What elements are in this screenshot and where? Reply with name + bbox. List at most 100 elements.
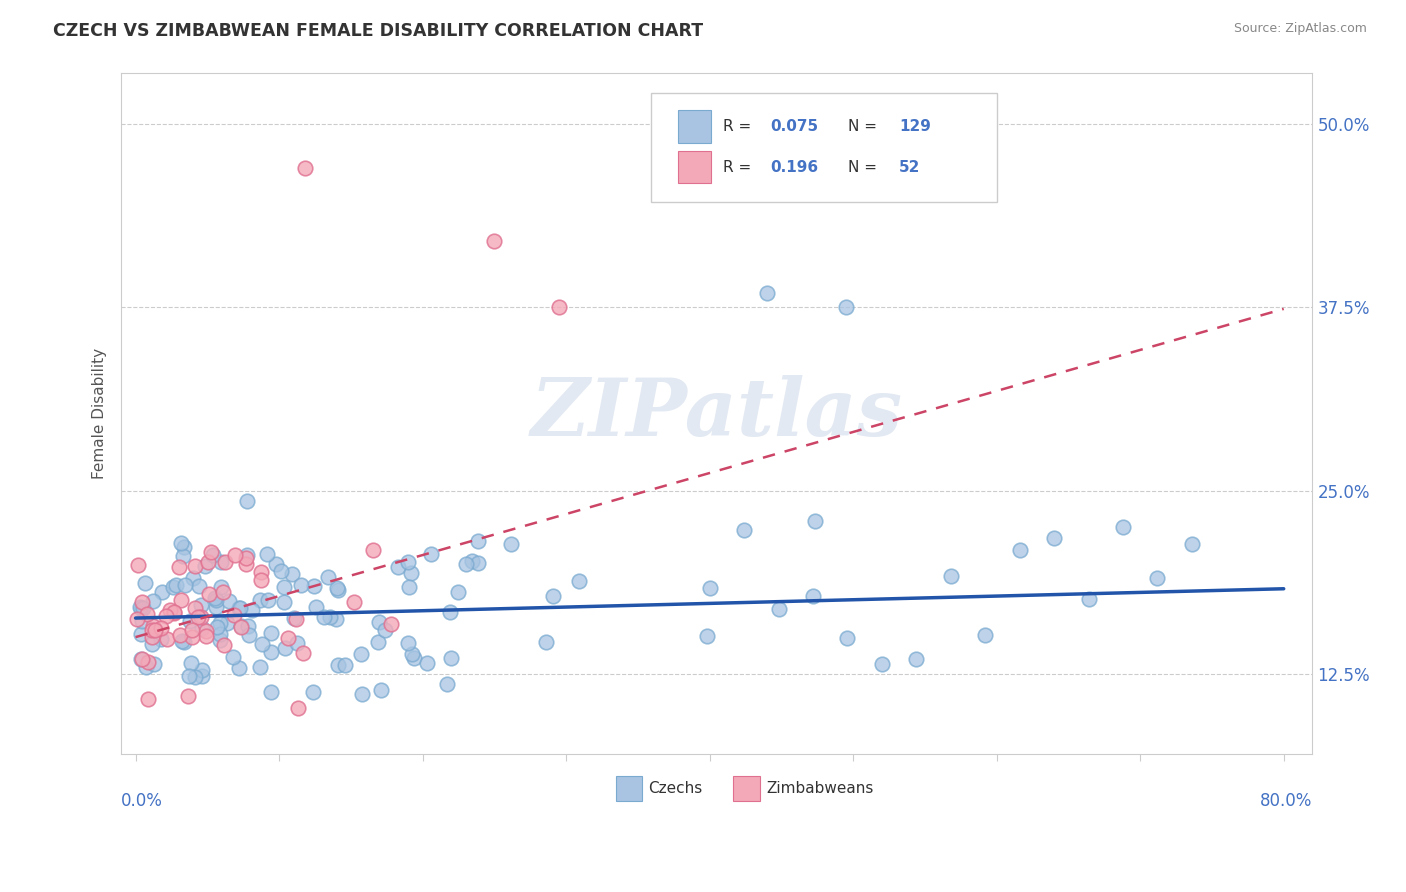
Bar <box>678 151 711 184</box>
Point <box>280 567 302 582</box>
Point <box>131 595 153 609</box>
Point <box>163 605 186 619</box>
Point <box>170 592 193 607</box>
Point <box>326 658 349 673</box>
Point <box>141 637 163 651</box>
Point <box>326 581 349 595</box>
Point <box>173 577 195 591</box>
Point <box>224 548 246 562</box>
Point <box>228 600 250 615</box>
Bar <box>616 776 641 801</box>
Point <box>212 638 235 652</box>
Point <box>266 557 288 571</box>
Point <box>177 689 200 703</box>
Point <box>143 624 166 638</box>
Point <box>274 641 297 656</box>
Point <box>291 646 314 660</box>
Point <box>905 652 928 666</box>
Point <box>328 583 350 598</box>
Point <box>273 595 295 609</box>
Point <box>134 576 156 591</box>
Point <box>398 580 420 594</box>
Point <box>242 603 264 617</box>
Point <box>250 565 273 579</box>
Point <box>801 590 824 604</box>
Point <box>1181 537 1204 551</box>
Point <box>191 669 214 683</box>
Point <box>343 595 366 609</box>
Point <box>163 607 186 621</box>
Point <box>205 600 228 615</box>
Point <box>768 601 790 615</box>
Point <box>568 574 591 588</box>
Point <box>194 629 217 643</box>
Point <box>131 601 153 615</box>
Text: Czechs: Czechs <box>648 780 702 796</box>
Point <box>187 579 209 593</box>
Point <box>380 617 402 632</box>
Bar <box>678 111 711 143</box>
Point <box>454 557 477 571</box>
Point <box>181 571 204 585</box>
Point <box>256 592 278 607</box>
Point <box>370 682 392 697</box>
Point <box>249 659 271 673</box>
Point <box>177 668 200 682</box>
Point <box>205 620 228 634</box>
Point <box>467 533 489 548</box>
Point <box>447 585 470 599</box>
Point <box>190 610 212 624</box>
Point <box>461 554 484 568</box>
Point <box>205 592 228 607</box>
Point <box>142 594 165 608</box>
Point <box>756 285 779 300</box>
Point <box>325 612 347 626</box>
Point <box>191 621 214 635</box>
Point <box>190 599 212 613</box>
Point <box>256 547 278 561</box>
Point <box>416 657 439 671</box>
Text: CZECH VS ZIMBABWEAN FEMALE DISABILITY CORRELATION CHART: CZECH VS ZIMBABWEAN FEMALE DISABILITY CO… <box>53 22 703 40</box>
Point <box>368 615 391 629</box>
Point <box>396 555 419 569</box>
Point <box>218 593 240 607</box>
Point <box>224 607 246 622</box>
Bar <box>734 776 759 801</box>
Point <box>156 632 179 646</box>
Point <box>131 652 153 666</box>
Text: Zimbabweans: Zimbabweans <box>766 780 875 796</box>
Point <box>939 569 962 583</box>
Point <box>374 623 396 637</box>
Point <box>236 619 259 633</box>
Point <box>141 623 163 637</box>
Point <box>204 591 226 605</box>
Point <box>294 161 316 176</box>
Point <box>259 645 281 659</box>
Point <box>283 611 305 625</box>
Point <box>484 235 506 249</box>
Y-axis label: Female Disability: Female Disability <box>93 348 107 479</box>
Point <box>209 627 232 641</box>
Point <box>277 631 299 645</box>
Point <box>361 542 384 557</box>
Point <box>214 555 236 569</box>
Point <box>352 687 374 701</box>
Point <box>191 663 214 677</box>
Point <box>1043 531 1066 545</box>
Point <box>316 569 339 583</box>
Point <box>170 633 193 648</box>
Point <box>231 620 253 634</box>
Point <box>179 614 201 628</box>
Point <box>132 600 155 615</box>
Point <box>285 611 308 625</box>
Text: Source: ZipAtlas.com: Source: ZipAtlas.com <box>1233 22 1367 36</box>
Point <box>229 601 252 615</box>
Point <box>837 631 859 645</box>
Point <box>835 301 858 315</box>
Point <box>142 657 165 672</box>
Point <box>333 658 356 673</box>
Point <box>260 625 283 640</box>
Point <box>222 650 245 665</box>
Point <box>401 566 423 580</box>
Point <box>173 635 195 649</box>
